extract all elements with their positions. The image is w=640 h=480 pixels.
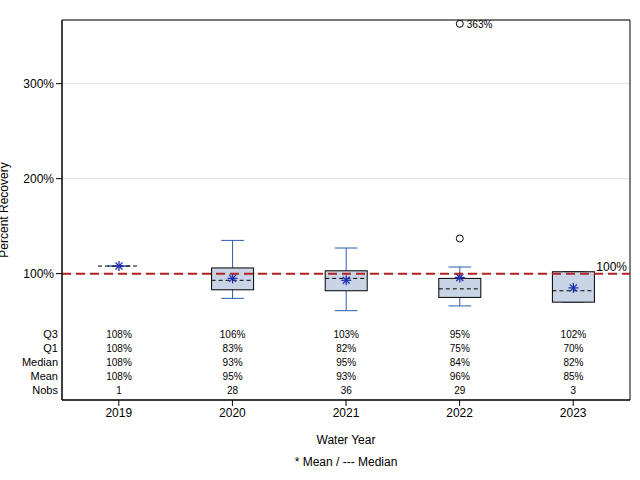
svg-text:200%: 200% <box>23 172 54 186</box>
svg-text:85%: 85% <box>563 371 583 382</box>
svg-text:2023: 2023 <box>560 406 587 420</box>
svg-text:95%: 95% <box>450 329 470 340</box>
svg-text:Water Year: Water Year <box>317 433 376 447</box>
svg-text:28: 28 <box>227 385 239 396</box>
svg-text:93%: 93% <box>336 371 356 382</box>
svg-text:108%: 108% <box>106 343 132 354</box>
svg-text:300%: 300% <box>23 77 54 91</box>
svg-text:96%: 96% <box>450 371 470 382</box>
svg-text:70%: 70% <box>563 343 583 354</box>
svg-text:103%: 103% <box>333 329 359 340</box>
svg-text:3: 3 <box>571 385 577 396</box>
svg-text:102%: 102% <box>561 329 587 340</box>
svg-text:82%: 82% <box>336 343 356 354</box>
svg-text:36: 36 <box>341 385 353 396</box>
svg-text:95%: 95% <box>223 371 243 382</box>
svg-text:82%: 82% <box>563 357 583 368</box>
svg-text:2019: 2019 <box>105 406 132 420</box>
svg-text:1: 1 <box>116 385 122 396</box>
svg-text:75%: 75% <box>450 343 470 354</box>
svg-text:2021: 2021 <box>333 406 360 420</box>
svg-text:* Mean / --- Median: * Mean / --- Median <box>295 455 398 469</box>
svg-text:29: 29 <box>454 385 466 396</box>
svg-text:2020: 2020 <box>219 406 246 420</box>
svg-text:84%: 84% <box>450 357 470 368</box>
svg-text:Q3: Q3 <box>43 328 58 340</box>
svg-text:Percent Recovery: Percent Recovery <box>8 162 11 257</box>
svg-text:95%: 95% <box>336 357 356 368</box>
svg-text:100%: 100% <box>596 260 627 274</box>
svg-text:108%: 108% <box>106 329 132 340</box>
svg-text:106%: 106% <box>220 329 246 340</box>
svg-text:100%: 100% <box>23 267 54 281</box>
svg-text:83%: 83% <box>223 343 243 354</box>
svg-text:2022: 2022 <box>446 406 473 420</box>
svg-text:Nobs: Nobs <box>32 384 58 396</box>
svg-text:Q1: Q1 <box>43 342 58 354</box>
svg-text:108%: 108% <box>106 357 132 368</box>
svg-text:Median: Median <box>22 356 58 368</box>
svg-text:363%: 363% <box>467 20 493 30</box>
svg-text:108%: 108% <box>106 371 132 382</box>
svg-text:93%: 93% <box>223 357 243 368</box>
svg-text:Mean: Mean <box>30 370 58 382</box>
